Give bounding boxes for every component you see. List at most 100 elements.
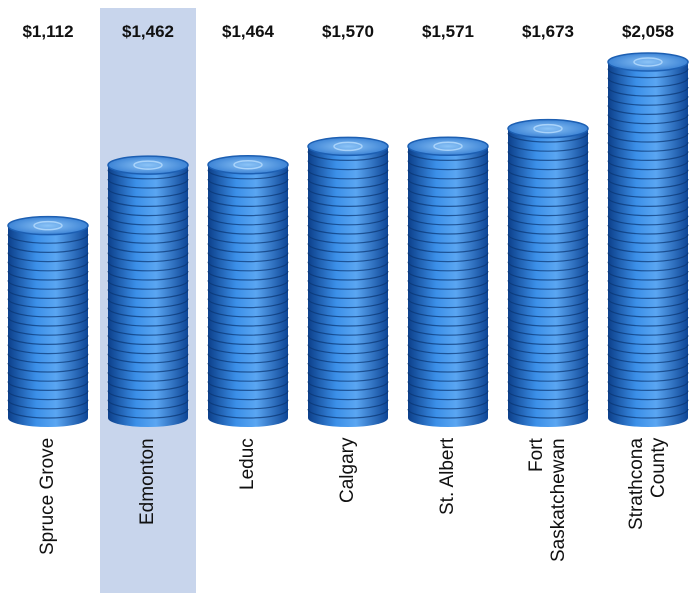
coin-edge (207, 390, 289, 401)
coin-edge (507, 178, 589, 189)
coin-edge (207, 399, 289, 410)
coin-edge (607, 344, 689, 355)
coin-edge (7, 243, 89, 253)
stack-top (107, 155, 189, 175)
coin-edge (207, 326, 289, 336)
coin-stack (207, 155, 289, 427)
coin-edge (107, 252, 189, 263)
coin-edge (507, 353, 589, 364)
coin-edge (607, 243, 689, 253)
stack-top (607, 52, 689, 72)
coin-edge (407, 289, 489, 299)
coin-edge (507, 243, 589, 253)
coin-edge (307, 197, 389, 207)
coin-edge (507, 326, 589, 336)
coin-edge (307, 326, 389, 336)
coin-edge (507, 280, 589, 290)
value-label: $1,464 (222, 22, 275, 41)
coin-edge (607, 316, 689, 327)
coin-edge (307, 224, 389, 235)
coin-edge (607, 68, 689, 79)
coin-emblem (633, 57, 663, 67)
coin-edge (207, 178, 289, 189)
coin-emblem (333, 141, 363, 152)
coin-edge (507, 261, 589, 272)
coin-edge (107, 197, 189, 207)
coin-edge (507, 252, 589, 263)
coin-edge (307, 353, 389, 364)
coin-edge (107, 344, 189, 355)
coin-edge (407, 399, 489, 410)
coin-edge (307, 344, 389, 355)
value-label: $1,571 (422, 22, 474, 41)
coin-edge (507, 307, 589, 318)
coin-edge (507, 381, 589, 391)
coin-edge (107, 169, 189, 180)
coin-edge (607, 77, 689, 88)
coin-edge (607, 362, 689, 373)
coin-edge (7, 335, 89, 345)
coin-edge (7, 280, 89, 290)
coin-edge (407, 362, 489, 373)
coin-edge (307, 261, 389, 272)
coin-edge (407, 169, 489, 180)
category-label: Leduc (237, 438, 258, 490)
coin-edge (607, 307, 689, 318)
coin-edge (507, 224, 589, 235)
coin-edge (507, 169, 589, 180)
coin-edge (207, 372, 289, 382)
coin-edge (607, 169, 689, 180)
coin-emblem (433, 141, 463, 151)
coin-edge (307, 151, 389, 161)
coin-edge (507, 390, 589, 401)
coin-edge (507, 408, 589, 419)
value-label: $2,058 (622, 22, 674, 41)
coin-edge (607, 132, 689, 143)
coin-edge (507, 234, 589, 244)
coin-edge (107, 298, 189, 309)
coin-edge (107, 188, 189, 198)
coin-edge (607, 160, 689, 171)
coin-edge (207, 188, 289, 198)
coin-emblem (533, 123, 563, 134)
coin-edge (407, 224, 489, 235)
coin-edge (607, 252, 689, 263)
coin-edge (307, 169, 389, 180)
coin-edge (7, 261, 89, 272)
coin-edge (7, 362, 89, 373)
coin-edge (607, 114, 689, 125)
coin-edge (507, 270, 589, 281)
coin-edge (207, 289, 289, 299)
stack-top (307, 136, 389, 157)
coin-edge (507, 132, 589, 143)
coin-edge (407, 372, 489, 382)
coin-edge (607, 224, 689, 235)
stack-top (507, 118, 589, 139)
coin-edge (407, 261, 489, 272)
coin-edge (407, 188, 489, 198)
stack-top (207, 155, 289, 175)
coin-edge (207, 344, 289, 355)
coin-edge (7, 234, 89, 244)
coin-edge (307, 178, 389, 189)
coin-edge (307, 234, 389, 244)
coin-edge (107, 316, 189, 327)
coin-edge (607, 151, 689, 161)
coin-edge (207, 224, 289, 235)
coin-edge (507, 215, 589, 226)
coin-edge (607, 335, 689, 345)
coin-edge (407, 408, 489, 419)
coin-edge (407, 335, 489, 345)
coin-edge (107, 243, 189, 253)
coin-edge (107, 206, 189, 217)
coin-edge (407, 316, 489, 327)
coin-edge (307, 252, 389, 263)
coin-edge (607, 142, 689, 152)
coin-stack (307, 136, 389, 427)
coin-edge (607, 197, 689, 207)
coin-edge (607, 123, 689, 134)
coin-edge (507, 362, 589, 373)
coin-edge (607, 234, 689, 244)
coin-edge (307, 270, 389, 281)
coin-edge (507, 151, 589, 161)
